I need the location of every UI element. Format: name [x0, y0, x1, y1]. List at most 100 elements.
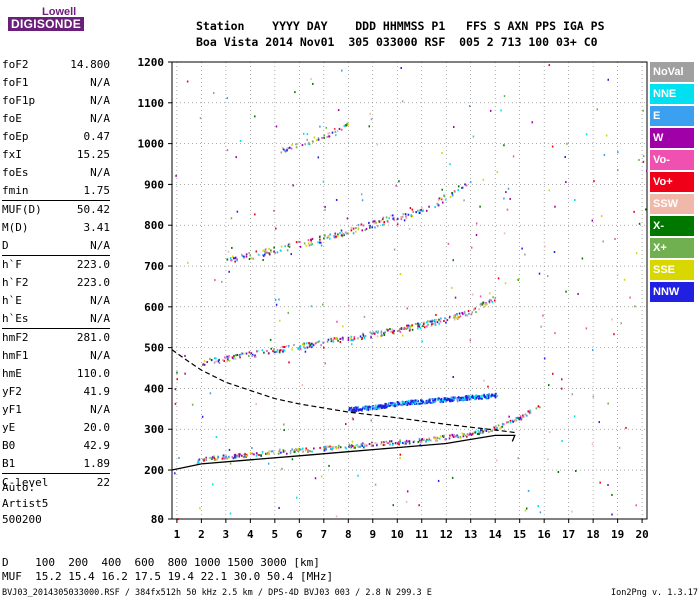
- echo-point: [318, 235, 321, 238]
- echo-point: [414, 402, 416, 405]
- param-row: yE 20.0: [2, 419, 110, 437]
- echo-point: [412, 399, 414, 402]
- echo-point: [440, 317, 442, 320]
- echo-point: [232, 357, 235, 360]
- noise-point: [325, 126, 328, 129]
- echo-point: [254, 354, 256, 357]
- echo-point: [266, 349, 268, 352]
- echo-point: [434, 323, 437, 326]
- noise-point: [421, 340, 423, 343]
- echo-point: [309, 344, 312, 347]
- echo-point: [372, 405, 375, 408]
- echo-point: [227, 358, 229, 361]
- echo-point: [322, 341, 324, 344]
- echo-point: [221, 457, 224, 460]
- echo-point: [250, 257, 253, 260]
- echo-point: [379, 404, 382, 407]
- param-value: N/A: [90, 403, 110, 416]
- param-row: MUF(D) 50.42: [2, 201, 110, 219]
- noise-point: [496, 459, 498, 462]
- echo-point: [403, 326, 406, 329]
- echo-point: [289, 449, 292, 452]
- echo-point: [456, 313, 458, 316]
- echo-point: [477, 429, 480, 432]
- echo-point: [473, 395, 475, 398]
- noise-point: [565, 290, 567, 293]
- echo-point: [228, 359, 231, 362]
- echo-point: [357, 228, 360, 231]
- echo-point: [424, 402, 426, 405]
- noise-point: [401, 100, 404, 103]
- echo-point: [273, 246, 275, 249]
- noise-point: [283, 423, 285, 426]
- echo-point: [251, 452, 254, 455]
- echo-point: [215, 357, 217, 360]
- noise-point: [503, 197, 505, 200]
- echo-point: [416, 399, 419, 402]
- noise-point: [508, 415, 510, 418]
- echo-point: [242, 455, 245, 458]
- echo-point: [376, 331, 379, 334]
- echo-point: [478, 397, 481, 400]
- noise-point: [613, 333, 615, 336]
- echo-point: [317, 137, 320, 140]
- echo-point: [377, 405, 379, 408]
- noise-point: [571, 510, 573, 513]
- echo-point: [352, 410, 354, 413]
- noise-point: [370, 419, 372, 422]
- echo-point: [513, 419, 516, 422]
- echo-point: [255, 250, 258, 253]
- echo-point: [329, 445, 331, 448]
- echo-point: [381, 441, 384, 444]
- echo-point: [288, 244, 291, 247]
- echo-point: [391, 328, 394, 331]
- echo-point: [383, 332, 385, 335]
- noise-point: [350, 406, 353, 409]
- noise-point: [279, 319, 281, 322]
- echo-point: [403, 403, 406, 406]
- noise-point: [236, 210, 239, 213]
- echo-point: [348, 444, 351, 447]
- noise-point: [209, 392, 212, 395]
- noise-point: [174, 472, 176, 475]
- echo-point: [210, 359, 213, 362]
- echo-point: [308, 343, 311, 346]
- noise-point: [262, 258, 264, 261]
- x-tick-label: 12: [440, 528, 453, 541]
- echo-point: [482, 302, 484, 305]
- param-row: B1 1.89: [2, 455, 110, 473]
- echo-point: [434, 321, 436, 324]
- echo-point: [341, 235, 344, 238]
- echo-point: [454, 316, 457, 319]
- noise-point: [341, 69, 343, 72]
- echo-point: [392, 331, 394, 334]
- echo-point: [307, 242, 310, 245]
- param-name: hmE: [2, 367, 22, 380]
- echo-point: [340, 234, 343, 237]
- echo-point: [197, 461, 200, 464]
- noise-point: [618, 446, 621, 449]
- echo-point: [314, 342, 317, 345]
- param-value: N/A: [90, 294, 110, 307]
- echo-point: [468, 433, 470, 436]
- echo-point: [368, 443, 371, 446]
- noise-point: [403, 219, 406, 222]
- y-tick-label: 600: [144, 301, 164, 314]
- echo-point: [355, 408, 357, 411]
- echo-point: [491, 393, 494, 396]
- autoscaling-info: Auto: Artist5 500200: [2, 480, 48, 528]
- echo-point: [368, 221, 370, 224]
- echo-point: [215, 360, 217, 363]
- param-name: foE: [2, 112, 22, 125]
- echo-point: [476, 432, 479, 435]
- echo-point: [353, 410, 355, 413]
- echo-point: [385, 403, 388, 406]
- echo-point: [295, 241, 298, 244]
- echo-point: [348, 406, 351, 409]
- echo-point: [412, 441, 415, 444]
- echo-point: [253, 453, 255, 456]
- echo-point: [459, 436, 461, 439]
- echo-point: [355, 409, 358, 412]
- echo-point: [363, 407, 366, 410]
- echo-point: [334, 232, 337, 235]
